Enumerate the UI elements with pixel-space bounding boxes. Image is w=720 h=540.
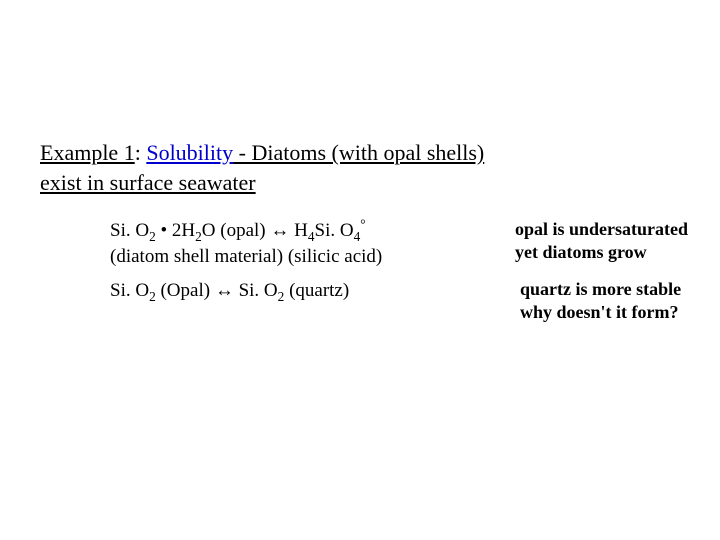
note2-line1: quartz is more stable: [520, 279, 681, 299]
heading-topic: Solubility: [146, 140, 233, 165]
heading-rest-2: exist in surface seawater: [40, 170, 256, 195]
eq1-rhs-mid: Si. O: [315, 220, 354, 241]
eq2-arrow: ↔: [215, 280, 234, 301]
equation-1: Si. O2 • 2H2O (opal) ↔ H4Si. O4° (diatom…: [110, 218, 450, 269]
eq1-lhs-sub1: 2: [149, 229, 156, 244]
note2-line2: why doesn't it form?: [520, 302, 679, 322]
eq1-lhs-pre: Si. O: [110, 220, 149, 241]
eq2-lhs-sub: 2: [149, 289, 156, 304]
equation-2: Si. O2 (Opal) ↔ Si. O2 (quartz): [110, 278, 450, 304]
eq1-lhs-mid: • 2H: [156, 220, 195, 241]
eq1-rhs-sup: °: [360, 217, 365, 232]
eq2-rhs-pre: Si. O: [234, 280, 278, 301]
eq1-rhs-sub1: 4: [308, 229, 315, 244]
eq2-rhs-post: (quartz): [284, 280, 349, 301]
note1-line2: yet diatoms grow: [515, 242, 647, 262]
eq2-lhs-pre: Si. O: [110, 280, 149, 301]
eq1-sub-rhs: (silicic acid): [288, 246, 382, 267]
example-heading: Example 1: Solubility - Diatoms (with op…: [40, 138, 560, 197]
heading-label: Example 1: [40, 140, 135, 165]
note-2: quartz is more stable why doesn't it for…: [520, 278, 720, 325]
heading-sep: :: [135, 140, 147, 165]
note1-line1: opal is undersaturated: [515, 219, 688, 239]
eq1-rhs-pre: H: [289, 220, 307, 241]
eq1-lhs-sub2: 2: [195, 229, 202, 244]
eq2-lhs-post: (Opal): [156, 280, 215, 301]
eq1-arrow: ↔: [270, 220, 289, 241]
heading-rest-1: - Diatoms (with opal shells): [233, 140, 484, 165]
eq1-lhs-post: O (opal): [202, 220, 271, 241]
note-1: opal is undersaturated yet diatoms grow: [515, 218, 715, 265]
eq1-sub-lhs: (diatom shell material): [110, 246, 288, 267]
